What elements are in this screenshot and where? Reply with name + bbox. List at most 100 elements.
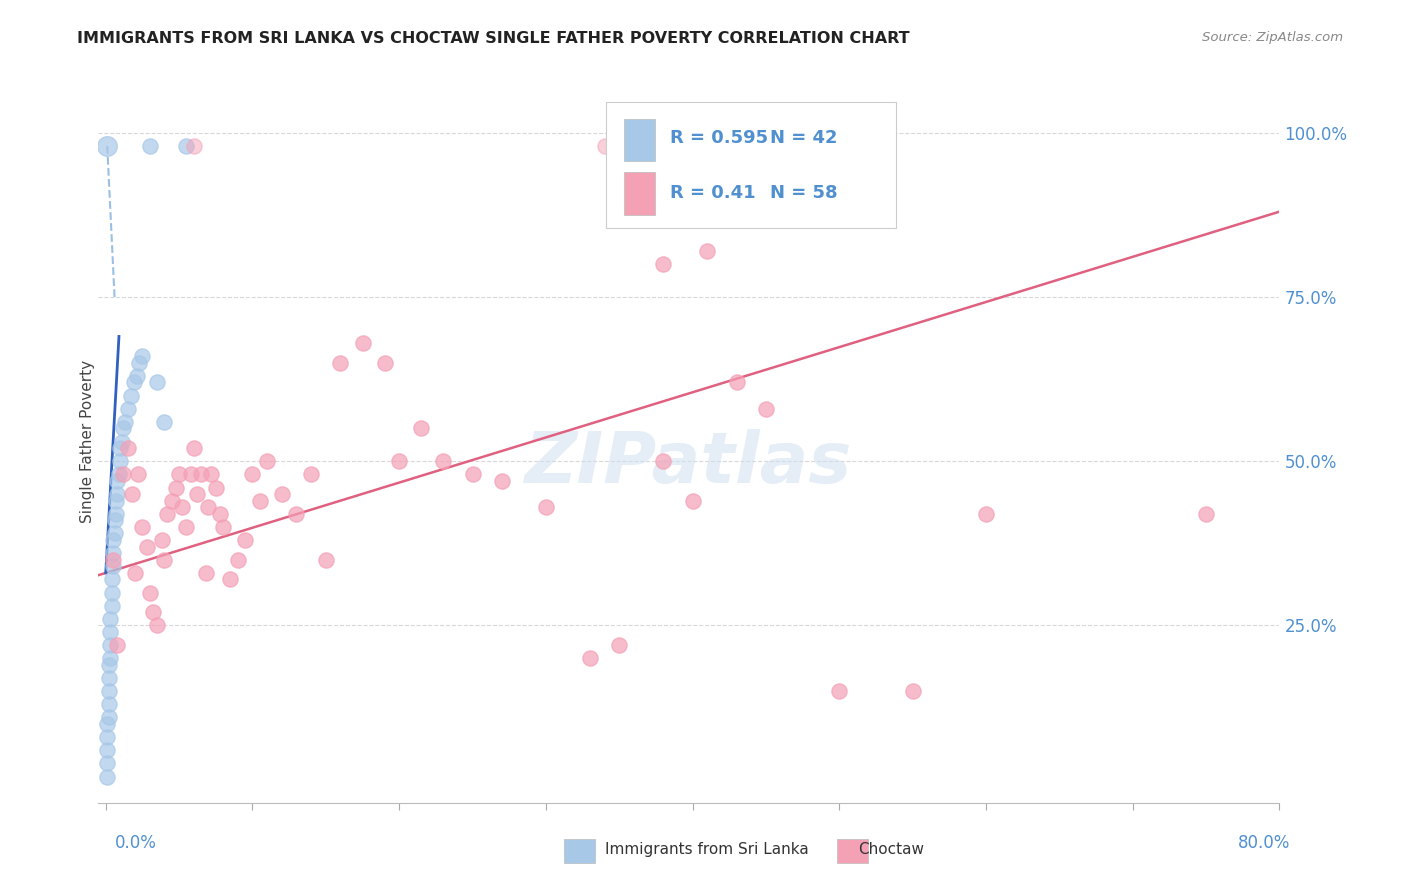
Point [97, 698, 120, 712]
Point [461, 467, 484, 482]
FancyBboxPatch shape [564, 839, 595, 863]
Text: R = 0.595: R = 0.595 [671, 129, 768, 147]
Point [165, 481, 187, 495]
Point [725, 376, 748, 390]
Point [156, 507, 179, 521]
Point [270, 487, 292, 501]
Point [114, 415, 136, 429]
Point [103, 526, 125, 541]
FancyBboxPatch shape [624, 172, 655, 215]
Point [1195, 507, 1218, 521]
Point [124, 566, 146, 580]
Point [96, 139, 118, 153]
Point [101, 553, 124, 567]
Point [112, 467, 135, 482]
Point [186, 487, 208, 501]
Text: Choctaw: Choctaw [858, 842, 924, 856]
Point [100, 599, 122, 613]
Point [176, 520, 198, 534]
Point [160, 493, 183, 508]
Text: R = 0.41: R = 0.41 [671, 184, 755, 202]
Point [96, 717, 118, 731]
Point [219, 573, 242, 587]
Point [167, 467, 190, 482]
Point [100, 585, 122, 599]
Point [117, 401, 139, 416]
Point [170, 500, 193, 515]
Point [142, 605, 165, 619]
Point [974, 507, 997, 521]
Point [100, 573, 122, 587]
Point [411, 421, 433, 435]
Text: N = 42: N = 42 [770, 129, 838, 147]
Point [329, 356, 352, 370]
FancyBboxPatch shape [837, 839, 868, 863]
Point [96, 770, 118, 784]
Point [432, 454, 454, 468]
Point [682, 493, 704, 508]
Point [176, 139, 198, 153]
Point [153, 415, 176, 429]
Point [97, 671, 120, 685]
Point [128, 356, 150, 370]
Point [97, 684, 120, 698]
Point [299, 467, 322, 482]
Point [315, 553, 337, 567]
Point [125, 368, 148, 383]
Point [285, 507, 308, 521]
Point [652, 454, 675, 468]
Point [122, 376, 145, 390]
Point [534, 500, 557, 515]
Point [150, 533, 173, 547]
FancyBboxPatch shape [624, 119, 655, 161]
Text: Source: ZipAtlas.com: Source: ZipAtlas.com [1202, 31, 1343, 45]
Point [101, 559, 124, 574]
Point [96, 730, 118, 744]
Point [828, 684, 851, 698]
Point [107, 487, 129, 501]
Text: 80.0%: 80.0% [1239, 834, 1291, 852]
Point [96, 756, 118, 771]
Point [98, 625, 121, 640]
Point [96, 743, 118, 757]
Point [135, 540, 157, 554]
Point [105, 493, 128, 508]
Point [242, 467, 264, 482]
Point [652, 257, 675, 271]
Point [146, 376, 169, 390]
Text: 0.0%: 0.0% [115, 834, 157, 852]
Point [682, 139, 704, 153]
Point [107, 638, 129, 652]
Point [696, 244, 718, 258]
Point [212, 520, 235, 534]
Point [194, 566, 217, 580]
Point [233, 533, 256, 547]
Text: ZIPatlas: ZIPatlas [526, 429, 852, 498]
Point [204, 481, 226, 495]
Point [607, 638, 630, 652]
Point [98, 638, 121, 652]
Point [491, 474, 513, 488]
Point [373, 356, 395, 370]
Point [209, 507, 232, 521]
Point [98, 612, 121, 626]
Point [107, 474, 129, 488]
Point [97, 710, 120, 724]
Y-axis label: Single Father Poverty: Single Father Poverty [80, 360, 94, 523]
Point [593, 139, 616, 153]
Point [103, 513, 125, 527]
Point [183, 139, 205, 153]
Point [139, 139, 162, 153]
Point [112, 421, 135, 435]
Point [111, 434, 134, 449]
Text: IMMIGRANTS FROM SRI LANKA VS CHOCTAW SINGLE FATHER POVERTY CORRELATION CHART: IMMIGRANTS FROM SRI LANKA VS CHOCTAW SIN… [77, 31, 910, 46]
Text: Immigrants from Sri Lanka: Immigrants from Sri Lanka [605, 842, 808, 856]
Point [146, 618, 169, 632]
Point [105, 507, 128, 521]
Point [183, 441, 205, 455]
Point [256, 454, 278, 468]
Point [131, 349, 153, 363]
Point [117, 441, 139, 455]
Point [121, 487, 143, 501]
Point [180, 467, 202, 482]
